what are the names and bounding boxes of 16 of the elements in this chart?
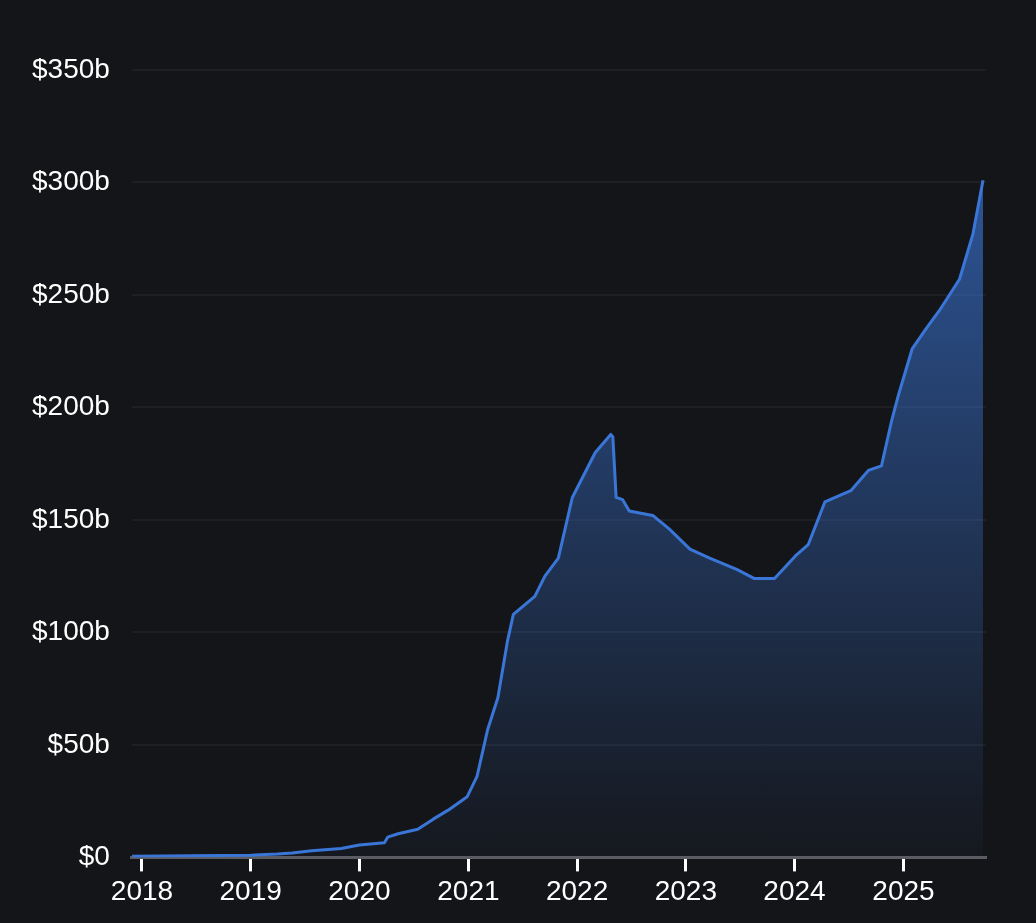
y-tick-label: $200b bbox=[31, 390, 110, 422]
y-tick-label: $100b bbox=[31, 615, 110, 647]
x-tick-label: 2018 bbox=[110, 874, 174, 906]
x-tick-label: 2019 bbox=[219, 874, 282, 906]
y-tick-label: $300b bbox=[31, 165, 110, 197]
x-tick-label: 2020 bbox=[328, 874, 391, 906]
y-tick-label: $250b bbox=[31, 277, 110, 309]
x-tick-label: 2024 bbox=[763, 874, 826, 906]
y-tick-label: $50b bbox=[47, 727, 110, 759]
y-tick-label: $350b bbox=[31, 52, 110, 84]
x-tick-label: 2023 bbox=[654, 874, 717, 906]
x-tick-label: 2025 bbox=[872, 874, 935, 906]
y-tick-label: $0 bbox=[78, 840, 110, 872]
x-tick-label: 2021 bbox=[437, 874, 500, 906]
y-tick-label: $150b bbox=[31, 502, 110, 534]
x-tick-label: 2022 bbox=[545, 874, 609, 906]
